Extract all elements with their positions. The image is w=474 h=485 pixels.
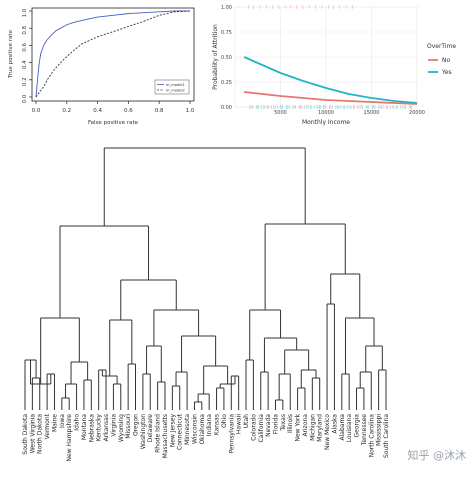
leaf-label: Mississippi [376, 414, 383, 446]
dendrogram-chart: South Dakota West Virginia North Dakota Ver… [22, 147, 390, 462]
leaf-label: North Dakota [37, 414, 44, 454]
leaf-label: Maryland [317, 414, 324, 442]
leaf-label: Alabama [339, 414, 346, 441]
x-tick-label: 0.2 [62, 108, 71, 114]
leaf-label: Hawaii [236, 414, 243, 434]
leaf-label: Florida [272, 414, 279, 435]
leaf-label: Wisconsin [191, 414, 198, 444]
leaf-label: New Mexico [324, 414, 331, 450]
y-tick-label: 0.25 [221, 80, 232, 86]
leaf-label: Ohio [221, 414, 228, 428]
leaf-label: Pennsylvania [228, 414, 235, 454]
y-axis-label: Probability of Attrition [212, 24, 219, 90]
plot-frame [31, 7, 195, 102]
leaf-label: South Carolina [383, 414, 390, 458]
series-line-m_model2 [35, 10, 191, 98]
leaf-label: Georgia [354, 414, 361, 438]
leaf-label: New Jersey [169, 414, 176, 448]
leaf-label: New Hampshire [66, 414, 73, 462]
leaf-label: Michigan [309, 414, 316, 441]
leaf-label: Louisiana [346, 414, 353, 443]
leaf-label: Tennessee [361, 414, 368, 447]
leaf-label: Montana [81, 414, 88, 440]
legend-label: Yes [441, 69, 452, 76]
leaf-label: Virginia [110, 414, 117, 437]
leaf-label: Delaware [147, 414, 154, 443]
y-tick-label: 0.00 [221, 105, 232, 111]
leaf-label: Iowa [59, 414, 66, 428]
leaf-label: Nebraska [88, 414, 95, 443]
x-tick-label: 0.6 [124, 108, 133, 114]
y-tick-label: 0.8 [22, 25, 28, 34]
roc-chart: 0.0 0.2 0.4 0.6 0.8 1.0 0.0 0.2 0.4 0.6 0.8 1.0 Fals… [8, 7, 195, 126]
leaf-label: Kentucky [96, 414, 103, 442]
series-line-No [244, 91, 418, 105]
leaf-label: California [258, 414, 265, 443]
leaf-label: New York [295, 413, 302, 441]
x-tick-label: 1.0 [186, 108, 195, 114]
series-line-Yes [243, 56, 418, 104]
y-tick-label: 1.00 [221, 5, 232, 11]
leaf-label: Massachusetts [162, 414, 169, 458]
attrition-chart: 0.00 0.25 0.50 0.75 1.00 5000 10000 15000 20000 M… [212, 5, 456, 126]
y-axis-label: True positive rate [8, 29, 14, 79]
x-tick-label: 0.4 [93, 108, 102, 114]
leaf-label: Wyoming [118, 414, 125, 442]
watermark: 知乎 @沐沐 [407, 449, 467, 462]
leaf-label: South Dakota [22, 414, 29, 455]
legend-label: No [442, 57, 450, 64]
leaf-label: Oregon [133, 414, 140, 436]
legend-box [154, 79, 190, 95]
y-tick-label: 0.50 [221, 55, 232, 61]
leaf-label: Texas [280, 414, 287, 432]
leaf-label: Colorado [250, 414, 257, 441]
leaf-label: Oklahoma [199, 414, 206, 445]
leaf-label: Alaska [331, 414, 338, 434]
y-tick-label: 0.6 [22, 43, 28, 52]
legend-label: m_model2 [166, 89, 185, 93]
x-axis-label: Monthly Income [302, 119, 350, 126]
leaf-label: North Carolina [368, 414, 375, 458]
leaf-label: Rhode Island [155, 414, 162, 453]
x-tick-label: 0.8 [155, 108, 164, 114]
leaf-label: Nevada [265, 414, 272, 437]
y-tick-label: 0.2 [22, 77, 28, 86]
leaf-label: Utah [243, 414, 250, 428]
leaf-label: Arizona [302, 414, 309, 437]
x-tick-label: 15000 [364, 110, 380, 116]
x-tick-label: 0.0 [32, 108, 41, 114]
leaf-label: Idaho [74, 414, 81, 431]
y-tick-label: 1.0 [22, 8, 28, 17]
leaf-label: Vermont [44, 413, 51, 439]
y-tick-label: 0.4 [22, 60, 28, 69]
leaf-label: Arkansas [103, 414, 110, 441]
leaf-label: Minnesota [184, 414, 191, 445]
series-line-m_model1 [35, 10, 190, 98]
x-tick-label: 10000 [318, 110, 334, 116]
x-tick-label: 20000 [409, 110, 425, 116]
x-axis-label: False positive rate [88, 120, 139, 126]
legend-label: m_model1 [166, 83, 185, 87]
leaf-label: Kansas [214, 414, 221, 435]
leaf-label: Missouri [125, 414, 132, 439]
y-tick-label: 0.0 [22, 94, 28, 103]
leaf-label: Maine [51, 414, 58, 432]
legend-title: OverTime [427, 43, 456, 50]
leaf-label: Indiana [206, 414, 213, 437]
leaf-label: West Virginia [29, 414, 36, 454]
leaf-label: Washington [140, 414, 147, 449]
leaf-label: Connecticut [177, 413, 184, 450]
x-tick-label: 5000 [274, 110, 287, 116]
y-tick-label: 0.75 [221, 30, 232, 36]
leaf-label: Illinois [287, 414, 294, 433]
